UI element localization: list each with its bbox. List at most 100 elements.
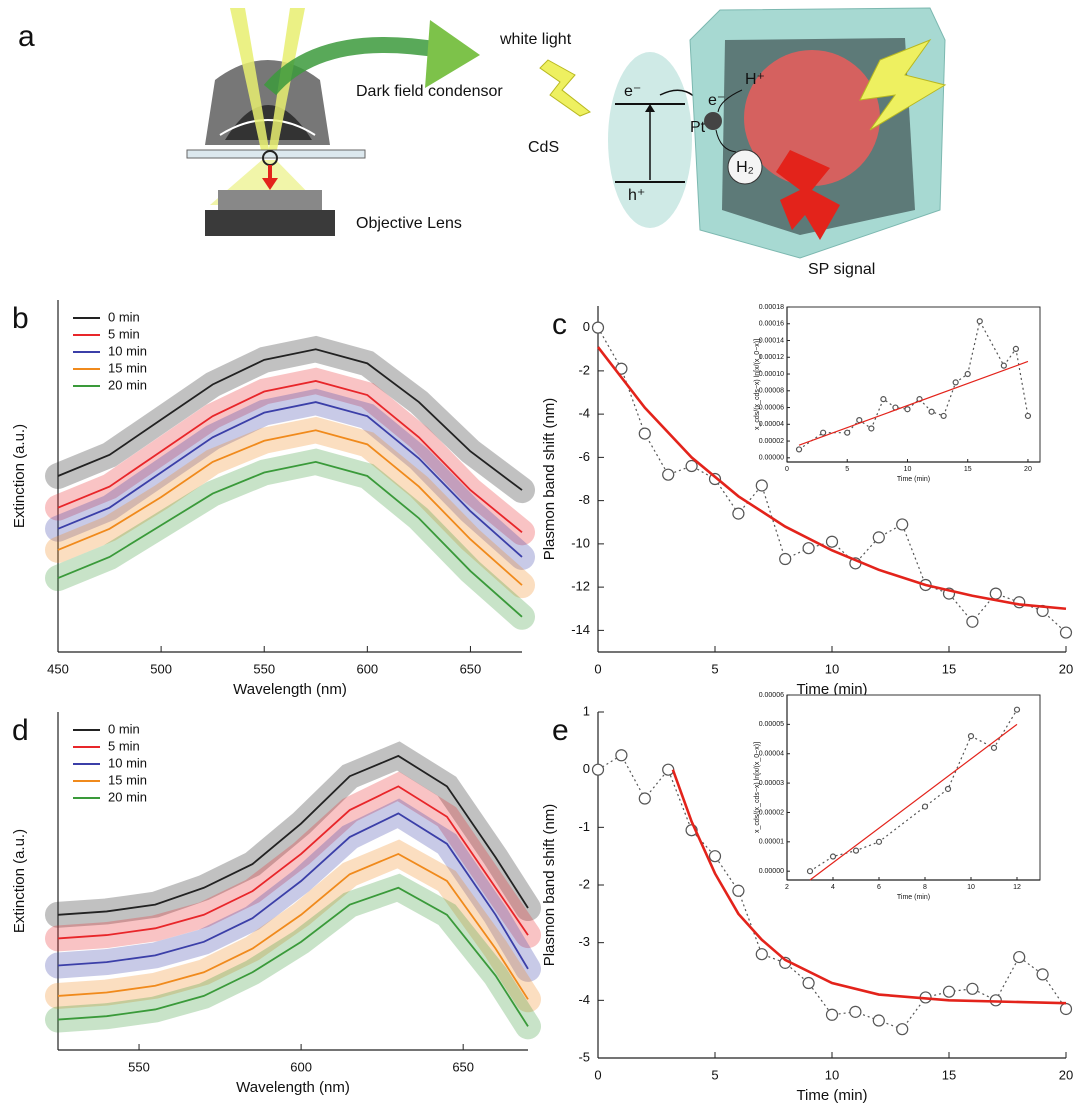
data-point (928, 408, 935, 415)
x-axis-label: Time (min) (796, 681, 867, 698)
y-tick-label: -1 (578, 819, 590, 834)
x-tick-label: 0 (785, 466, 789, 473)
lens-edge (219, 119, 316, 136)
y-tick-label: -2 (578, 876, 590, 891)
data-point (1013, 950, 1026, 964)
y-tick-label: -12 (571, 579, 590, 594)
x-tick-label: 450 (47, 661, 69, 676)
x-tick-label: 10 (967, 884, 975, 891)
data-point (1036, 968, 1049, 981)
data-point (967, 733, 975, 740)
y-tick-label: 0.00003 (759, 780, 784, 787)
x-tick-label: 0 (594, 1067, 601, 1082)
y-tick-label: 0 (583, 319, 590, 334)
legend-label: 10 min (108, 343, 147, 358)
data-point (779, 552, 792, 566)
legend-label: 10 min (108, 755, 147, 770)
data-point (964, 370, 971, 378)
data-point (966, 615, 979, 628)
x-tick-label: 600 (290, 1059, 312, 1074)
data-point (755, 479, 768, 492)
panel-letter: c (552, 308, 567, 341)
lightning (539, 59, 591, 117)
data-point (1059, 626, 1073, 639)
data-point (852, 847, 860, 854)
y-tick-label: 0 (583, 761, 590, 776)
x-tick-label: 550 (128, 1059, 150, 1074)
x-tick-label: 15 (942, 661, 956, 676)
data-point (829, 853, 837, 860)
x-tick-label: 8 (923, 884, 927, 891)
x-tick-label: 5 (711, 1067, 718, 1082)
signal-bolt (776, 150, 840, 240)
label: H₂ (736, 159, 754, 176)
data-point (638, 427, 651, 440)
data-point (952, 379, 959, 386)
core-particle (744, 50, 880, 186)
data-point (849, 1005, 862, 1018)
x-tick-label: 10 (825, 1067, 839, 1082)
data-point (872, 531, 885, 544)
x-tick-label: 600 (356, 661, 378, 676)
x-axis-label: Wavelength (nm) (233, 681, 347, 698)
data-point (708, 850, 722, 863)
data-point (942, 985, 956, 998)
panel-a: a Dark field condensor Objective Lens wh… (18, 7, 947, 300)
y-tick-label: 0.00014 (759, 337, 784, 344)
data-point (615, 749, 628, 762)
y-tick-label: 0.00000 (759, 455, 784, 462)
data-point (802, 542, 815, 555)
spacer (690, 288, 705, 300)
label: SP signal (808, 261, 875, 278)
x-tick-label: 20 (1024, 466, 1032, 473)
data-point (940, 412, 947, 420)
label: e⁻ (708, 92, 725, 109)
fit-line (57, 785, 529, 940)
fit-line (596, 346, 1067, 611)
x-tick-label: 15 (942, 1067, 956, 1082)
data-point (806, 868, 814, 875)
data-point (732, 884, 745, 897)
y-tick-label: 1 (583, 703, 590, 718)
data-point (802, 976, 815, 990)
legend-label: 20 min (108, 377, 147, 392)
x-tick-label: 5 (711, 661, 718, 676)
data-point (880, 396, 887, 403)
data-point (990, 744, 998, 751)
data-point (875, 838, 883, 845)
data-point (844, 429, 851, 436)
y-tick-label: -4 (578, 406, 590, 421)
label: CdS (528, 139, 559, 156)
arrow (715, 129, 737, 153)
data-point (685, 459, 698, 473)
data-point (856, 417, 863, 424)
fit-line (809, 723, 1018, 881)
data-point (638, 792, 651, 805)
x-tick-label: 4 (831, 884, 835, 891)
y-axis-label: Plasmon band shift (nm) (541, 804, 558, 967)
label: e⁻ (624, 83, 641, 100)
label: Objective Lens (356, 215, 462, 232)
label: H⁺ (745, 71, 765, 88)
fit-line (57, 852, 529, 1000)
condensor-core (225, 105, 312, 140)
data-point (921, 803, 929, 810)
y-tick-label: 0.00000 (759, 868, 784, 875)
data-point (896, 518, 909, 531)
y-tick-label: 0.00018 (759, 304, 784, 311)
x-tick-label: 2 (785, 884, 789, 891)
data-point (755, 948, 768, 961)
x-tick-label: 10 (825, 661, 839, 676)
x-axis-label: Time (min) (897, 894, 930, 901)
fit-line (57, 429, 523, 586)
connector (597, 754, 1067, 1030)
x-tick-label: 20 (1059, 661, 1073, 676)
legend-label: 20 min (108, 789, 147, 804)
data-point (662, 468, 675, 481)
x-tick-label: 6 (877, 884, 881, 891)
data-point (1059, 1002, 1073, 1016)
curved-arrow-head (425, 20, 480, 88)
y-tick-label: 0.00006 (759, 404, 784, 411)
data-point (1013, 596, 1026, 609)
y-tick-label: 0.00012 (759, 354, 784, 361)
